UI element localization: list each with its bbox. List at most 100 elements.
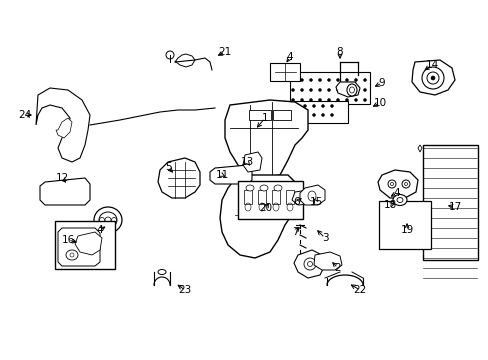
Text: 12: 12 xyxy=(55,173,68,183)
Ellipse shape xyxy=(303,113,306,117)
Bar xyxy=(237,181,302,219)
Bar xyxy=(378,201,430,249)
Ellipse shape xyxy=(307,261,312,266)
Ellipse shape xyxy=(165,51,174,59)
Ellipse shape xyxy=(401,180,409,188)
Ellipse shape xyxy=(363,89,366,91)
Bar xyxy=(271,190,280,204)
Ellipse shape xyxy=(430,76,434,80)
Text: 4: 4 xyxy=(393,188,400,198)
Text: 18: 18 xyxy=(383,200,396,210)
Ellipse shape xyxy=(321,113,324,117)
Ellipse shape xyxy=(105,217,111,223)
Ellipse shape xyxy=(345,78,348,81)
Text: 16: 16 xyxy=(61,235,75,245)
Ellipse shape xyxy=(309,99,312,102)
Polygon shape xyxy=(313,252,341,270)
Polygon shape xyxy=(175,54,195,67)
Bar xyxy=(272,110,290,120)
Ellipse shape xyxy=(66,250,78,260)
Ellipse shape xyxy=(276,113,279,117)
Ellipse shape xyxy=(312,104,315,108)
Text: 10: 10 xyxy=(373,98,386,108)
Text: 1: 1 xyxy=(261,113,268,123)
Text: 6: 6 xyxy=(293,197,300,207)
Text: 22: 22 xyxy=(353,285,366,295)
Ellipse shape xyxy=(285,113,288,117)
Ellipse shape xyxy=(363,78,366,81)
Ellipse shape xyxy=(392,194,406,206)
Ellipse shape xyxy=(421,67,443,89)
Text: 21: 21 xyxy=(218,47,231,57)
Text: 14: 14 xyxy=(425,60,438,70)
Ellipse shape xyxy=(294,113,297,117)
Text: 4: 4 xyxy=(286,52,293,62)
Text: 20: 20 xyxy=(259,203,272,213)
Ellipse shape xyxy=(349,87,354,93)
Text: 4: 4 xyxy=(97,225,103,235)
Text: 24: 24 xyxy=(19,110,32,120)
Ellipse shape xyxy=(276,104,279,108)
Ellipse shape xyxy=(318,89,321,91)
Ellipse shape xyxy=(285,104,288,108)
Ellipse shape xyxy=(309,78,312,81)
Polygon shape xyxy=(411,60,454,95)
Ellipse shape xyxy=(336,78,339,81)
Ellipse shape xyxy=(291,78,294,81)
Ellipse shape xyxy=(94,207,122,233)
Ellipse shape xyxy=(291,89,294,91)
Polygon shape xyxy=(209,165,251,184)
Text: 3: 3 xyxy=(321,233,327,243)
Ellipse shape xyxy=(99,212,117,228)
Polygon shape xyxy=(36,88,90,162)
Bar xyxy=(55,221,115,269)
Ellipse shape xyxy=(321,104,324,108)
Bar xyxy=(248,110,270,120)
Ellipse shape xyxy=(336,89,339,91)
Text: 13: 13 xyxy=(240,157,253,167)
Bar xyxy=(269,63,299,81)
Polygon shape xyxy=(299,185,325,205)
Polygon shape xyxy=(224,100,307,178)
Ellipse shape xyxy=(307,191,315,201)
Ellipse shape xyxy=(318,78,321,81)
Ellipse shape xyxy=(426,72,438,84)
Polygon shape xyxy=(335,82,359,97)
Text: 15: 15 xyxy=(309,197,322,207)
Text: 2: 2 xyxy=(334,263,341,273)
Polygon shape xyxy=(243,152,262,172)
Ellipse shape xyxy=(327,78,330,81)
Bar xyxy=(272,101,347,123)
Ellipse shape xyxy=(273,185,282,191)
Ellipse shape xyxy=(354,89,357,91)
Text: 8: 8 xyxy=(336,47,343,57)
Ellipse shape xyxy=(318,99,321,102)
Ellipse shape xyxy=(327,89,330,91)
Bar xyxy=(285,190,293,204)
Bar xyxy=(422,144,476,260)
Text: 5: 5 xyxy=(164,162,171,172)
Polygon shape xyxy=(158,158,200,198)
Ellipse shape xyxy=(387,180,395,188)
Ellipse shape xyxy=(336,99,339,102)
Ellipse shape xyxy=(303,104,306,108)
Ellipse shape xyxy=(396,198,402,202)
Ellipse shape xyxy=(304,258,315,270)
Ellipse shape xyxy=(345,99,348,102)
Text: 23: 23 xyxy=(178,285,191,295)
Ellipse shape xyxy=(327,99,330,102)
Text: 19: 19 xyxy=(400,225,413,235)
Ellipse shape xyxy=(260,185,267,191)
Ellipse shape xyxy=(300,78,303,81)
Polygon shape xyxy=(75,232,102,255)
Text: 17: 17 xyxy=(447,202,461,212)
Ellipse shape xyxy=(346,84,356,96)
Ellipse shape xyxy=(291,99,294,102)
Polygon shape xyxy=(293,250,325,278)
Bar xyxy=(258,190,265,204)
Ellipse shape xyxy=(158,270,165,274)
Ellipse shape xyxy=(345,89,348,91)
Polygon shape xyxy=(56,118,72,138)
Polygon shape xyxy=(58,228,100,266)
Polygon shape xyxy=(220,175,297,258)
